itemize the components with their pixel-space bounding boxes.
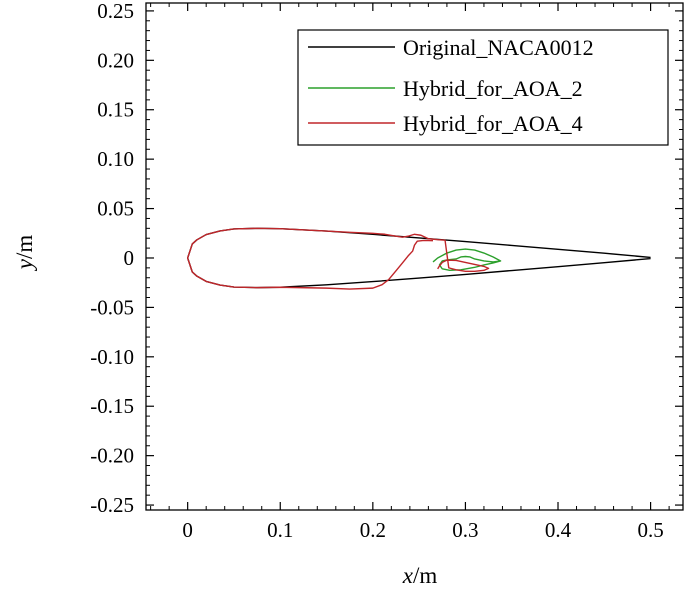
x-tick-label: 0.3	[452, 518, 478, 542]
y-tick-label: 0	[124, 246, 135, 270]
y-axis-label: y/m	[12, 235, 37, 272]
series-lines	[186, 227, 651, 290]
legend-label-aoa4: Hybrid_for_AOA_4	[403, 111, 583, 136]
y-tick-label: 0.25	[97, 0, 134, 23]
legend-label-original: Original_NACA0012	[403, 35, 594, 60]
x-tick-label: 0.2	[360, 518, 386, 542]
y-tick-label: -0.10	[90, 345, 134, 369]
plot-area	[145, 2, 684, 511]
axis-ticks	[146, 3, 683, 510]
plot-frame	[145, 2, 684, 511]
x-tick-label: 0.5	[637, 518, 663, 542]
legend: Original_NACA0012 Hybrid_for_AOA_2 Hybri…	[297, 29, 669, 146]
series-line-2	[186, 227, 490, 290]
x-tick-label: 0	[182, 518, 193, 542]
y-tick-label: 0.15	[97, 98, 134, 122]
y-tick-label: -0.25	[90, 493, 134, 517]
tick-labels: 0 0.1 0.2 0.3 0.4 0.5 0.25 0.20 0.15 0.10 0.05 0 -0.…	[90, 0, 663, 542]
y-tick-label: -0.15	[90, 394, 134, 418]
y-tick-label: 0.10	[97, 147, 134, 171]
y-tick-label: 0.05	[97, 197, 134, 221]
y-tick-label: -0.05	[90, 295, 134, 319]
legend-label-aoa2: Hybrid_for_AOA_2	[403, 76, 583, 101]
x-tick-label: 0.1	[267, 518, 293, 542]
y-tick-label: 0.20	[97, 48, 134, 72]
x-tick-label: 0.4	[545, 518, 572, 542]
y-tick-label: -0.20	[90, 444, 134, 468]
x-axis-label: x/m	[402, 563, 438, 588]
series-line-0	[186, 227, 651, 289]
series-line-1	[432, 248, 502, 272]
